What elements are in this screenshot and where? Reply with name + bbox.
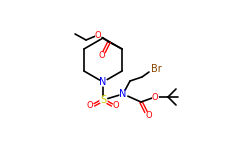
Text: O: O (87, 100, 93, 109)
Text: O: O (99, 51, 105, 60)
Text: O: O (152, 93, 158, 102)
Text: S: S (100, 95, 106, 105)
Text: O: O (146, 111, 152, 120)
Text: O: O (113, 100, 119, 109)
Text: N: N (119, 89, 127, 99)
Text: N: N (99, 77, 107, 87)
Text: O: O (95, 30, 101, 39)
Text: Br: Br (150, 64, 162, 74)
